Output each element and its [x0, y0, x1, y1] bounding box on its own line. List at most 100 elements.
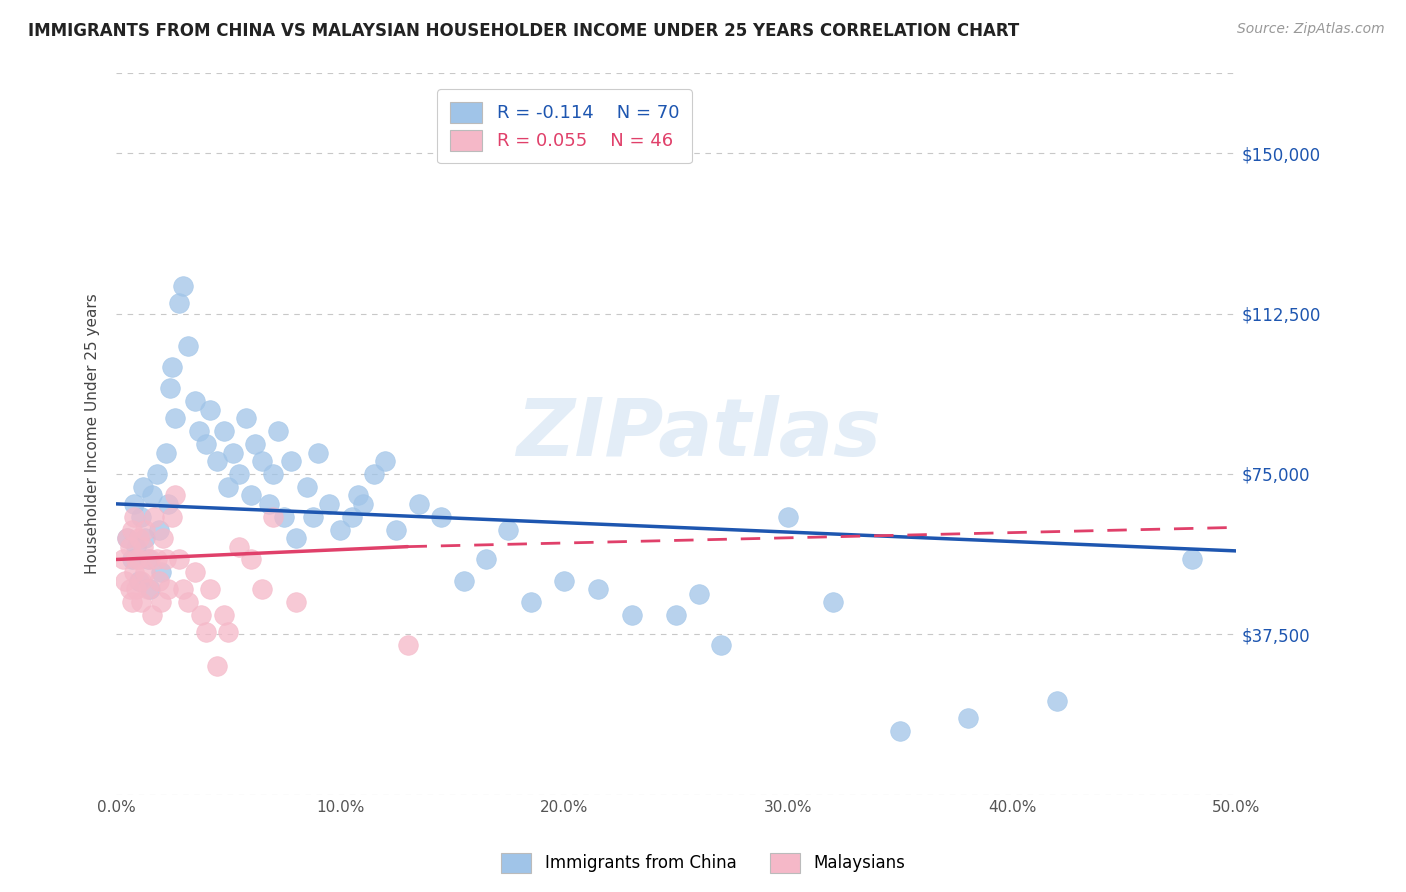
Point	[141, 608, 163, 623]
Point	[212, 424, 235, 438]
Point	[145, 552, 167, 566]
Point	[200, 582, 222, 597]
Point	[347, 488, 370, 502]
Point	[194, 625, 217, 640]
Point	[188, 424, 211, 438]
Point	[156, 582, 179, 597]
Point	[217, 625, 239, 640]
Point	[125, 552, 148, 566]
Point	[152, 531, 174, 545]
Point	[498, 523, 520, 537]
Point	[710, 638, 733, 652]
Point	[132, 540, 155, 554]
Point	[134, 531, 156, 545]
Point	[167, 552, 190, 566]
Point	[183, 394, 205, 409]
Point	[190, 608, 212, 623]
Point	[114, 574, 136, 588]
Legend: R = -0.114    N = 70, R = 0.055    N = 46: R = -0.114 N = 70, R = 0.055 N = 46	[437, 89, 692, 163]
Point	[148, 574, 170, 588]
Point	[148, 523, 170, 537]
Point	[266, 424, 288, 438]
Point	[129, 509, 152, 524]
Point	[453, 574, 475, 588]
Point	[122, 566, 145, 580]
Point	[222, 445, 245, 459]
Point	[134, 523, 156, 537]
Point	[257, 497, 280, 511]
Point	[235, 411, 257, 425]
Point	[117, 531, 139, 545]
Point	[122, 497, 145, 511]
Point	[125, 582, 148, 597]
Point	[1046, 693, 1069, 707]
Point	[620, 608, 643, 623]
Point	[177, 595, 200, 609]
Text: IMMIGRANTS FROM CHINA VS MALAYSIAN HOUSEHOLDER INCOME UNDER 25 YEARS CORRELATION: IMMIGRANTS FROM CHINA VS MALAYSIAN HOUSE…	[28, 22, 1019, 40]
Point	[194, 437, 217, 451]
Point	[132, 480, 155, 494]
Point	[228, 467, 250, 481]
Point	[408, 497, 430, 511]
Point	[129, 595, 152, 609]
Point	[200, 402, 222, 417]
Point	[243, 437, 266, 451]
Point	[125, 540, 148, 554]
Point	[340, 509, 363, 524]
Point	[162, 509, 184, 524]
Point	[121, 595, 143, 609]
Point	[121, 523, 143, 537]
Point	[239, 488, 262, 502]
Point	[150, 566, 173, 580]
Point	[262, 467, 284, 481]
Point	[889, 723, 911, 738]
Point	[307, 445, 329, 459]
Point	[284, 595, 307, 609]
Point	[111, 552, 134, 566]
Point	[139, 552, 162, 566]
Point	[302, 509, 325, 524]
Point	[183, 566, 205, 580]
Point	[1181, 552, 1204, 566]
Point	[553, 574, 575, 588]
Point	[155, 552, 177, 566]
Point	[177, 338, 200, 352]
Point	[134, 566, 156, 580]
Point	[117, 531, 139, 545]
Point	[217, 480, 239, 494]
Point	[205, 454, 228, 468]
Point	[586, 582, 609, 597]
Point	[318, 497, 340, 511]
Point	[329, 523, 352, 537]
Point	[128, 574, 150, 588]
Point	[139, 582, 162, 597]
Point	[250, 454, 273, 468]
Point	[688, 587, 710, 601]
Point	[136, 582, 159, 597]
Point	[262, 509, 284, 524]
Point	[167, 296, 190, 310]
Point	[352, 497, 374, 511]
Y-axis label: Householder Income Under 25 years: Householder Income Under 25 years	[86, 293, 100, 574]
Point	[430, 509, 453, 524]
Point	[129, 574, 152, 588]
Point	[150, 595, 173, 609]
Point	[205, 659, 228, 673]
Point	[156, 497, 179, 511]
Point	[128, 552, 150, 566]
Point	[121, 552, 143, 566]
Point	[159, 381, 181, 395]
Point	[823, 595, 845, 609]
Point	[155, 445, 177, 459]
Point	[118, 582, 141, 597]
Point	[363, 467, 385, 481]
Point	[956, 711, 979, 725]
Point	[273, 509, 295, 524]
Point	[280, 454, 302, 468]
Point	[163, 488, 186, 502]
Point	[162, 359, 184, 374]
Legend: Immigrants from China, Malaysians: Immigrants from China, Malaysians	[495, 847, 911, 880]
Point	[145, 467, 167, 481]
Point	[118, 540, 141, 554]
Point	[374, 454, 396, 468]
